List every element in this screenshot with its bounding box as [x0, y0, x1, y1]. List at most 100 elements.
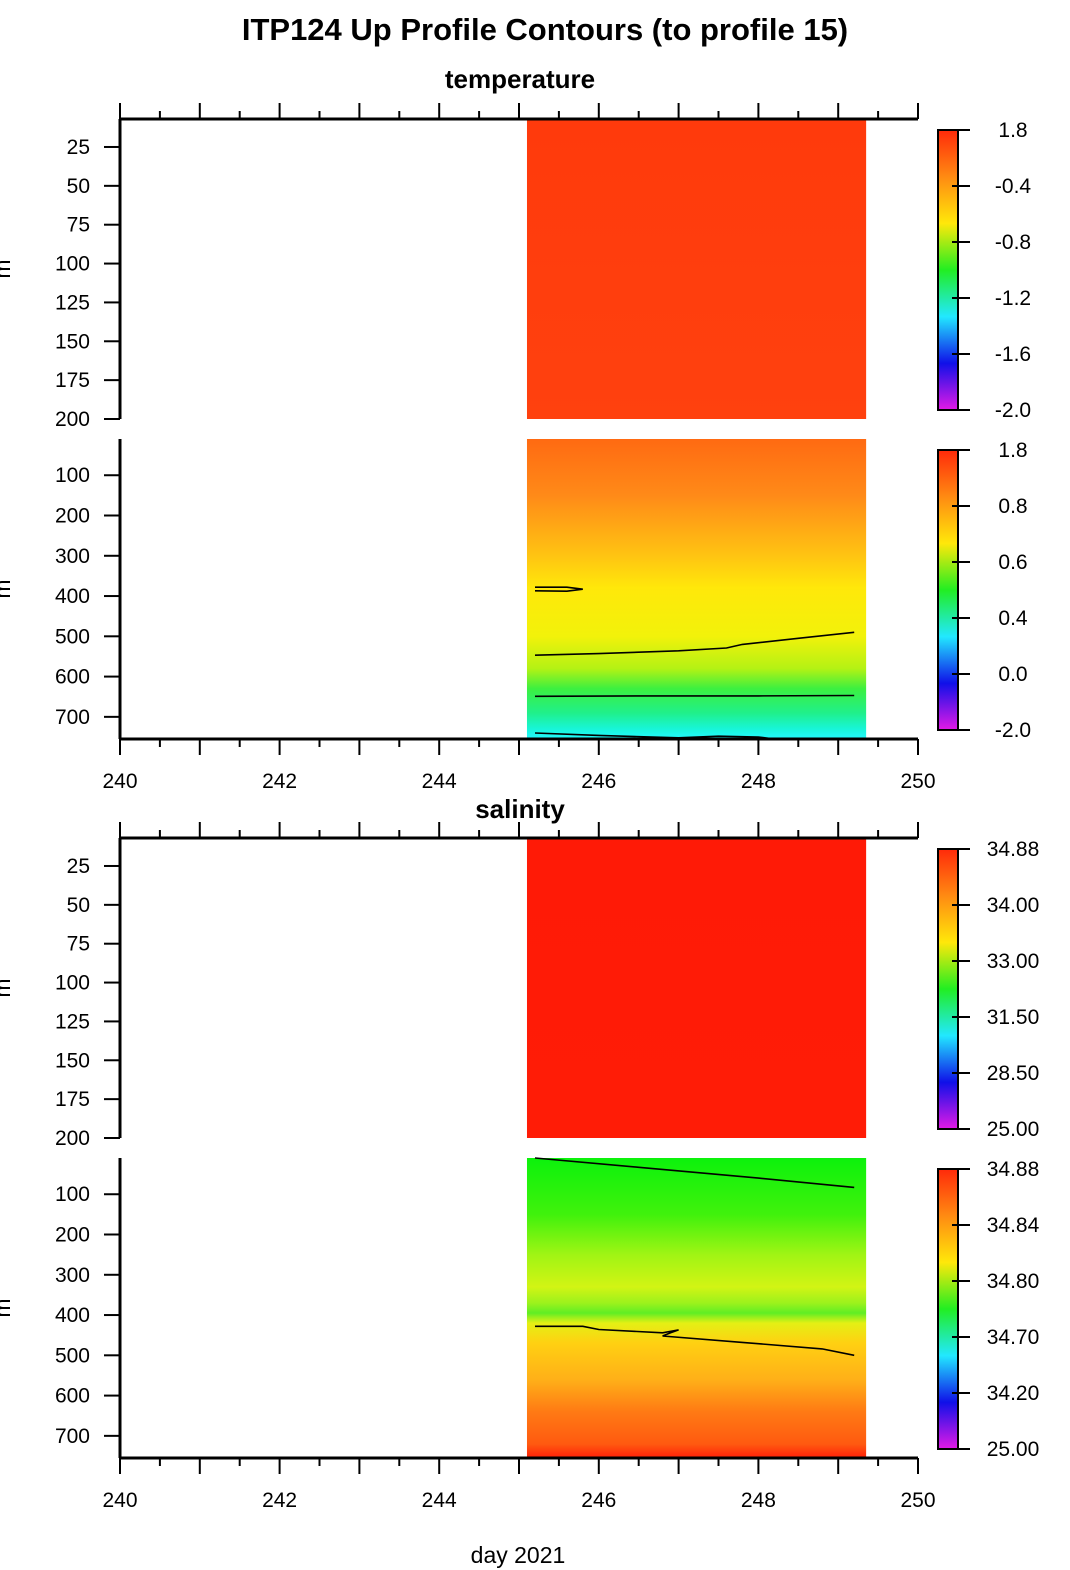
- colorbar-label: 25.00: [987, 1118, 1040, 1141]
- colorbar-sal-upper: [938, 849, 958, 1129]
- y-tick-label: 200: [55, 505, 90, 528]
- colorbar-label: 0.4: [998, 607, 1028, 630]
- x-tick-label: 246: [581, 770, 616, 793]
- y-tick-label: 200: [55, 408, 90, 431]
- colorbar-frame: [937, 449, 959, 731]
- y-tick-label: 500: [55, 625, 90, 648]
- colorbar-label: 31.50: [987, 1006, 1040, 1029]
- y-tick-label: 500: [55, 1344, 90, 1367]
- heatmap-temp-lower: [526, 439, 867, 739]
- subplot-title-temperature: temperature: [445, 64, 595, 94]
- heatmap-sal-lower: [526, 1158, 867, 1458]
- y-tick-label: 300: [55, 1264, 90, 1287]
- x-tick-label: 246: [581, 1489, 616, 1512]
- x-tick-label: 242: [262, 1489, 297, 1512]
- contour-line-temp-lower-2: [534, 631, 855, 656]
- panel-temp-lower: 100 200 300 400 500 600 700 m 1.8 0.8 0.6 0.4 0.0 -2.…: [0, 439, 1031, 742]
- y-axis-label: m: [0, 1298, 15, 1317]
- y-tick-label: 25: [67, 136, 90, 159]
- y-tick-label: 50: [67, 175, 90, 198]
- y-tick-label: 175: [55, 369, 90, 392]
- y-tick-label: 700: [55, 706, 90, 729]
- colorbar-label: 0.6: [998, 551, 1027, 574]
- y-tick-label: 50: [67, 894, 90, 917]
- x-tick-label: 244: [422, 1489, 457, 1512]
- figure-temperature: temperature 25 50 75 100 125 150 175 200 m 1.8 -0.4…: [0, 64, 1031, 793]
- contour-line-temp-lower-3: [534, 694, 855, 698]
- colorbar-label: -0.8: [995, 231, 1031, 254]
- colorbar-temp-lower: [938, 450, 958, 730]
- y-tick-label: 700: [55, 1425, 90, 1448]
- plot-area: temperature 25 50 75 100 125 150 175 200 m 1.8 -0.4…: [0, 64, 1040, 1512]
- colorbar-label: 0.0: [998, 663, 1027, 686]
- colorbar-sal-lower: [938, 1169, 958, 1449]
- y-tick-label: 600: [55, 666, 90, 689]
- heatmap-sal-upper: [526, 838, 867, 1138]
- colorbar-frame: [937, 1168, 959, 1450]
- y-tick-label: 400: [55, 1304, 90, 1327]
- colorbar-label: 33.00: [987, 950, 1040, 973]
- colorbar-frame: [937, 129, 959, 411]
- y-tick-label: 100: [55, 1183, 90, 1206]
- colorbar-label: 25.00: [987, 1438, 1040, 1461]
- colorbar-label: 34.88: [987, 1158, 1040, 1181]
- colorbar-label: 34.84: [987, 1214, 1040, 1237]
- y-tick-label: 300: [55, 545, 90, 568]
- colorbar-frame: [937, 848, 959, 1130]
- x-tick-label: 240: [102, 1489, 137, 1512]
- colorbar-label: 34.20: [987, 1382, 1040, 1405]
- colorbar-label: 1.8: [998, 119, 1027, 142]
- contour-line-temp-lower-1: [534, 586, 583, 593]
- heatmap-temp-upper: [526, 119, 867, 419]
- x-tick-label: 248: [741, 770, 776, 793]
- y-tick-label: 175: [55, 1088, 90, 1111]
- panel-sal-lower: 100 200 300 400 500 600 700 m 34.88 34.84 34.80 34.…: [0, 1157, 1040, 1461]
- figure-salinity: salinity 25 50 75 100 125 150 175 200 m 34.88 34.00…: [0, 794, 1040, 1512]
- y-axis-label: m: [0, 579, 15, 598]
- contour-line-temp-lower-4: [534, 732, 775, 740]
- colorbar-label: 1.8: [998, 439, 1027, 462]
- y-tick-label: 100: [55, 972, 90, 995]
- colorbar-label: 34.80: [987, 1270, 1040, 1293]
- colorbar-label: -1.6: [995, 343, 1031, 366]
- y-tick-label: 25: [67, 855, 90, 878]
- colorbar-label: -1.2: [995, 287, 1031, 310]
- panel-sal-upper: 25 50 75 100 125 150 175 200 m 34.88 34.00 33.00 31.…: [0, 838, 1039, 1150]
- colorbar-label: -2.0: [995, 399, 1031, 422]
- colorbar-label: 34.00: [987, 894, 1040, 917]
- y-tick-label: 125: [55, 1010, 90, 1033]
- contour-line-sal-lower-1: [534, 1157, 855, 1189]
- chart-title: ITP124 Up Profile Contours (to profile 1…: [242, 12, 848, 47]
- x-tick-label: 248: [741, 1489, 776, 1512]
- x-axis-label: day 2021: [471, 1542, 566, 1568]
- contour-line-sal-lower-2: [535, 1325, 855, 1357]
- colorbar-label: 28.50: [987, 1062, 1040, 1085]
- x-tick-label: 240: [102, 770, 137, 793]
- y-axis-label: m: [0, 978, 15, 997]
- colorbar-temp-upper: [938, 130, 958, 410]
- y-tick-label: 150: [55, 1049, 90, 1072]
- y-tick-label: 75: [67, 214, 90, 237]
- subplot-title-salinity: salinity: [475, 794, 565, 824]
- y-tick-label: 125: [55, 291, 90, 314]
- panel-temp-upper: 25 50 75 100 125 150 175 200 m 1.8 -0.4 -0.8 -1.2 -1.…: [0, 119, 1031, 431]
- colorbar-label: -2.0: [995, 719, 1031, 742]
- colorbar-label: 34.88: [987, 838, 1040, 861]
- x-tick-label: 244: [422, 770, 457, 793]
- y-tick-label: 400: [55, 585, 90, 608]
- y-tick-label: 100: [55, 464, 90, 487]
- y-tick-label: 150: [55, 330, 90, 353]
- x-tick-label: 250: [900, 1489, 935, 1512]
- x-tick-label: 250: [900, 770, 935, 793]
- y-axis-label: m: [0, 259, 15, 278]
- colorbar-label: -0.4: [995, 175, 1032, 198]
- y-tick-label: 75: [67, 933, 90, 956]
- colorbar-label: 34.70: [987, 1326, 1040, 1349]
- x-tick-label: 242: [262, 770, 297, 793]
- y-tick-label: 200: [55, 1224, 90, 1247]
- y-tick-label: 200: [55, 1127, 90, 1150]
- y-tick-label: 100: [55, 253, 90, 276]
- colorbar-label: 0.8: [998, 495, 1027, 518]
- y-tick-label: 600: [55, 1385, 90, 1408]
